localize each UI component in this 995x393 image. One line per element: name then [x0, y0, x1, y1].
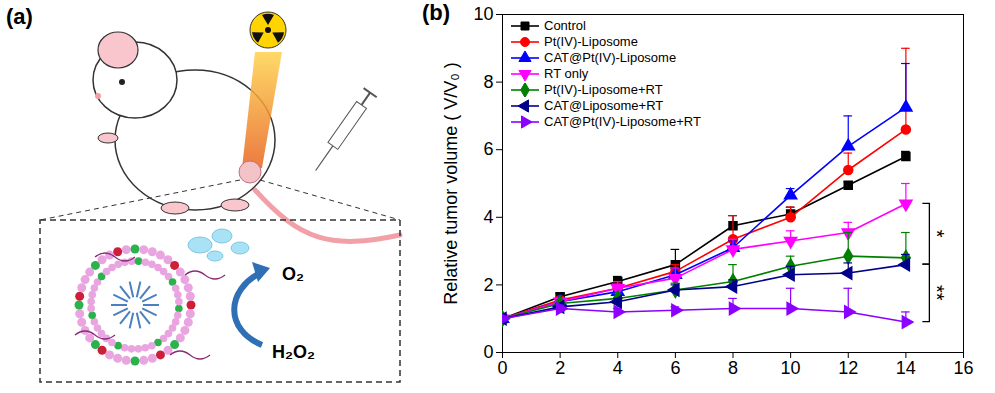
svg-text:**: ** — [926, 285, 948, 301]
svg-text:8: 8 — [728, 358, 738, 378]
svg-text:10: 10 — [781, 358, 801, 378]
svg-text:O₂: O₂ — [282, 264, 304, 284]
html-text:(b): (b) — [422, 0, 451, 25]
svg-text:4: 4 — [613, 358, 623, 378]
html-text:Pt(IV)-Liposome+RT: Pt(IV)-Liposome+RT — [544, 82, 663, 97]
svg-text:Relative tumor volume ( V/V₀ ): Relative tumor volume ( V/V₀ ) — [441, 62, 461, 305]
svg-text:6: 6 — [670, 358, 680, 378]
html-text:(a): (a) — [6, 4, 33, 29]
svg-text:2: 2 — [555, 358, 565, 378]
svg-text:0: 0 — [497, 358, 507, 378]
html-text:Pt(IV)-Liposome: Pt(IV)-Liposome — [544, 34, 638, 49]
svg-text:8: 8 — [483, 72, 493, 92]
html-text:CAT@Liposome+RT: CAT@Liposome+RT — [544, 98, 664, 113]
svg-text:0: 0 — [483, 342, 493, 362]
html-text:CAT@Pt(IV)-Liposome: CAT@Pt(IV)-Liposome — [544, 50, 677, 65]
html-text:Control: Control — [544, 18, 586, 33]
svg-text:2: 2 — [483, 275, 493, 295]
svg-text:*: * — [926, 230, 948, 238]
svg-text:16: 16 — [953, 358, 973, 378]
svg-text:12: 12 — [838, 358, 858, 378]
svg-text:4: 4 — [483, 207, 493, 227]
html-text:CAT@Pt(IV)-Liposome+RT: CAT@Pt(IV)-Liposome+RT — [544, 114, 701, 129]
svg-text:6: 6 — [483, 139, 493, 159]
svg-text:14: 14 — [896, 358, 916, 378]
svg-text:H₂O₂: H₂O₂ — [272, 342, 315, 362]
html-text:RT only: RT only — [544, 66, 589, 81]
svg-text:10: 10 — [473, 4, 493, 24]
